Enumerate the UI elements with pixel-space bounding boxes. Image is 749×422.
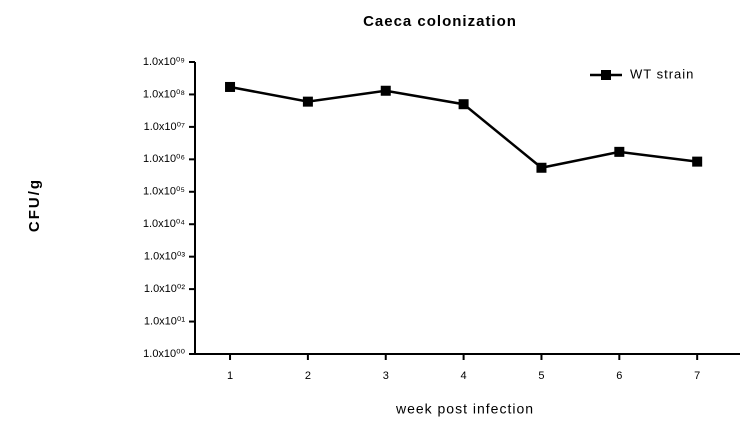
marker bbox=[380, 85, 391, 96]
y-tick-label: 1.0x10⁰⁰ bbox=[143, 348, 185, 360]
y-tick-label: 1.0x10⁰⁷ bbox=[144, 121, 185, 133]
marker bbox=[458, 99, 469, 110]
marker bbox=[302, 96, 313, 107]
y-tick-label: 1.0x10⁰⁶ bbox=[143, 153, 185, 165]
marker bbox=[536, 162, 547, 173]
marker bbox=[225, 81, 236, 92]
y-tick-label: 1.0x10⁰⁵ bbox=[143, 186, 185, 198]
legend-marker bbox=[601, 70, 611, 80]
y-tick-label: 1.0x10⁰¹ bbox=[144, 315, 185, 327]
x-tick-label: 2 bbox=[305, 370, 311, 382]
x-tick-label: 4 bbox=[461, 370, 467, 382]
marker bbox=[692, 156, 703, 167]
series-line bbox=[229, 85, 698, 170]
y-tick-label: 1.0x10⁰² bbox=[144, 283, 185, 295]
x-tick-label: 5 bbox=[538, 370, 544, 382]
marker bbox=[614, 146, 625, 157]
x-tick-label: 7 bbox=[694, 370, 700, 382]
legend-label: WT strain bbox=[630, 66, 694, 81]
y-tick-label: 1.0x10⁰⁴ bbox=[143, 218, 185, 230]
y-axis-label: CFU/g bbox=[26, 178, 43, 232]
x-axis-label: week post infection bbox=[395, 401, 534, 417]
x-tick-label: 3 bbox=[383, 370, 389, 382]
y-tick-label: 1.0x10⁰³ bbox=[144, 251, 185, 263]
y-tick-label: 1.0x10⁰⁹ bbox=[143, 56, 185, 68]
x-tick-label: 6 bbox=[616, 370, 622, 382]
x-tick-label: 1 bbox=[227, 370, 233, 382]
chart-title: Caeca colonization bbox=[363, 13, 517, 30]
y-tick-label: 1.0x10⁰⁸ bbox=[143, 88, 185, 100]
